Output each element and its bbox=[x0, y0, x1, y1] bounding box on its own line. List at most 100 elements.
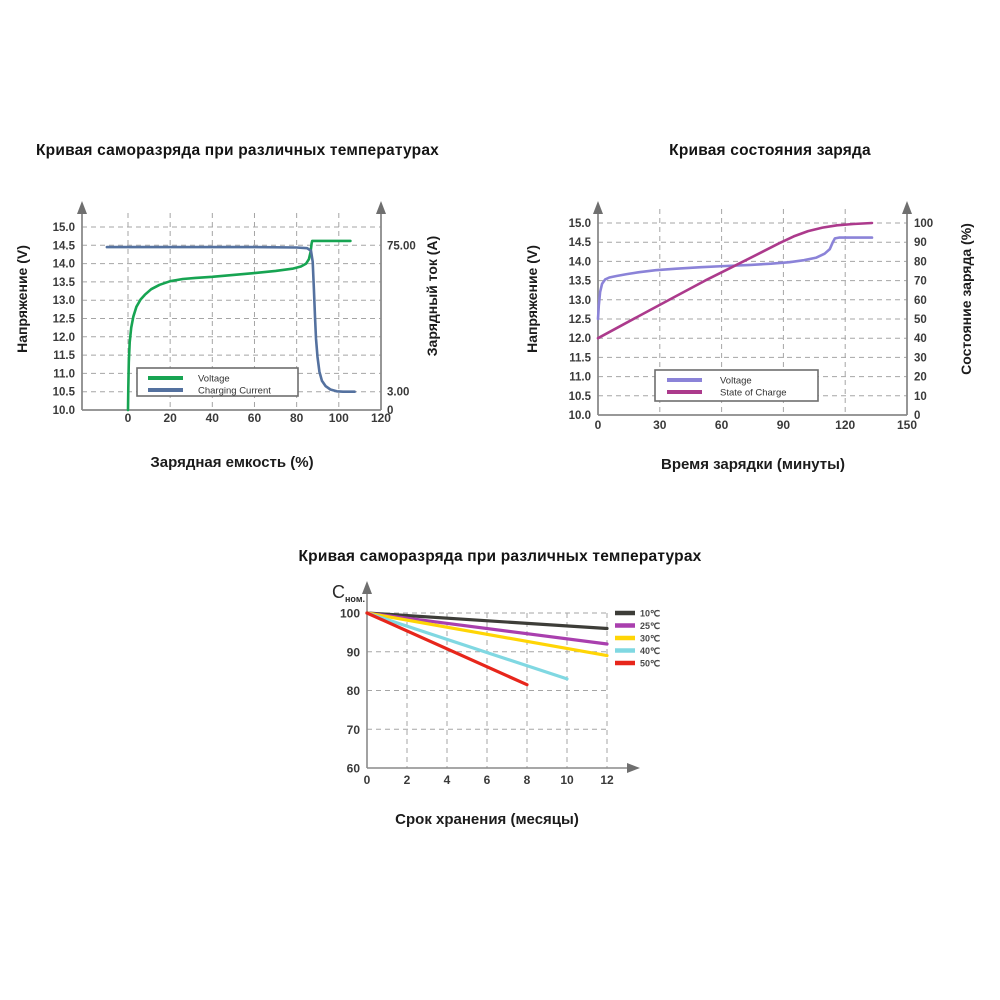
tick-label: 60 bbox=[715, 418, 729, 432]
chart-title: Кривая состояния заряда bbox=[669, 142, 871, 159]
tick-label: 70 bbox=[914, 276, 927, 288]
tick-label: 12 bbox=[600, 773, 614, 787]
y-axis-label-voltage: Напряжение (V) bbox=[14, 245, 30, 353]
tick-label: 10℃ bbox=[640, 609, 660, 619]
axis-arrow-right bbox=[627, 763, 640, 773]
tick-label: 80 bbox=[290, 411, 304, 425]
axis-arrow-up bbox=[902, 201, 912, 214]
tick-label: 90 bbox=[347, 645, 361, 659]
tick-label: 50℃ bbox=[640, 659, 660, 669]
tick-label: 30 bbox=[653, 418, 667, 432]
y-axis-label-cnom: Cном. bbox=[332, 582, 365, 604]
legend-box bbox=[654, 369, 819, 402]
series-voltage bbox=[596, 236, 874, 321]
y-axis-label-charging-current: Зарядный ток (A) bbox=[424, 235, 440, 357]
tick-label: 0 bbox=[387, 405, 393, 417]
tick-label: 50 bbox=[914, 314, 927, 326]
tick-label: 12.5 bbox=[53, 314, 76, 326]
tick-label: 100 bbox=[340, 607, 360, 621]
tick-label: 8 bbox=[524, 773, 531, 787]
series-25- bbox=[365, 611, 609, 646]
tick-label: 100 bbox=[914, 218, 933, 230]
tick-label: 13.5 bbox=[53, 277, 76, 289]
tick-label: 80 bbox=[347, 684, 361, 698]
tick-label: 13.5 bbox=[569, 276, 592, 288]
tick-label: 40℃ bbox=[640, 646, 660, 656]
x-axis-label-storage: Срок хранения (месяцы) bbox=[395, 811, 579, 828]
tick-label: 60 bbox=[914, 295, 927, 307]
tick-label: 150 bbox=[897, 418, 917, 432]
tick-label: 60 bbox=[347, 762, 361, 776]
series-40- bbox=[365, 611, 569, 681]
tick-label: 15.0 bbox=[569, 218, 591, 230]
series-charging-current bbox=[105, 245, 356, 393]
tick-label: 13.0 bbox=[53, 295, 75, 307]
tick-label: 120 bbox=[371, 411, 391, 425]
tick-label: 12.0 bbox=[569, 333, 591, 345]
self-discharge-chart: Кривая саморазряда при различных темпера… bbox=[250, 548, 750, 828]
tick-label: 90 bbox=[777, 418, 791, 432]
tick-label: 14.5 bbox=[53, 240, 76, 252]
series-50- bbox=[365, 611, 529, 687]
tick-label: 90 bbox=[914, 237, 927, 249]
tick-label: Voltage bbox=[198, 374, 230, 385]
tick-label: 11.5 bbox=[53, 350, 75, 362]
tick-label: 11.5 bbox=[569, 352, 591, 364]
axis-arrow-up bbox=[362, 581, 372, 594]
tick-label: 13.0 bbox=[569, 295, 591, 307]
tick-label: 11.0 bbox=[53, 368, 75, 380]
self-discharge-plot: 60 70 80 90 100 0 2 4 6 8 10 12 10℃ 25℃ 30℃ 40℃ 50℃ bbox=[340, 581, 660, 787]
axis-arrow-up bbox=[77, 201, 87, 214]
cnom-main: C bbox=[332, 582, 345, 602]
tick-label: 20 bbox=[914, 372, 927, 384]
state-of-charge-chart: Кривая состояния заряда Напряжение (V) С… bbox=[520, 142, 990, 473]
charging-curve-plot: 10.0 10.5 11.0 11.5 12.0 12.5 13.0 13.5 14.0 14.5… bbox=[53, 201, 416, 425]
tick-label: 20 bbox=[163, 411, 177, 425]
tick-label: 11.0 bbox=[569, 372, 591, 384]
tick-label: 10 bbox=[560, 773, 574, 787]
tick-label: 12.0 bbox=[53, 332, 75, 344]
x-axis-label-capacity: Зарядная емкость (%) bbox=[150, 454, 314, 471]
tick-label: 14.0 bbox=[569, 256, 591, 268]
tick-label: 60 bbox=[248, 411, 262, 425]
chart-title: Кривая саморазряда при различных темпера… bbox=[36, 142, 439, 159]
series-voltage bbox=[126, 239, 352, 412]
tick-label: 3.00 bbox=[387, 387, 409, 399]
tick-label: Voltage bbox=[720, 376, 752, 387]
tick-label: 70 bbox=[347, 723, 361, 737]
tick-label: 14.5 bbox=[569, 237, 592, 249]
tick-label: 40 bbox=[206, 411, 220, 425]
tick-label: 4 bbox=[444, 773, 451, 787]
tick-label: State of Charge bbox=[720, 388, 787, 399]
tick-label: 80 bbox=[914, 256, 927, 268]
tick-label: 10 bbox=[914, 391, 927, 403]
tick-label: 10.5 bbox=[569, 391, 592, 403]
x-axis-label-time: Время зарядки (минуты) bbox=[661, 456, 845, 473]
y-axis-label-voltage: Напряжение (V) bbox=[524, 245, 540, 353]
cnom-sub: ном. bbox=[345, 594, 365, 604]
state-of-charge-plot: 10.0 10.5 11.0 11.5 12.0 12.5 13.0 13.5 14.0 14.5… bbox=[569, 201, 933, 432]
tick-label: 25℃ bbox=[640, 621, 660, 631]
tick-label: 10.0 bbox=[53, 405, 75, 417]
tick-label: 0 bbox=[595, 418, 602, 432]
chart-title: Кривая саморазряда при различных темпера… bbox=[298, 548, 702, 565]
tick-label: 30 bbox=[914, 352, 927, 364]
tick-label: 0 bbox=[914, 410, 920, 422]
tick-label: 12.5 bbox=[569, 314, 592, 326]
tick-label: 120 bbox=[835, 418, 855, 432]
y-axis-label-soc: Состояние заряда (%) bbox=[958, 223, 974, 375]
tick-label: 100 bbox=[329, 411, 349, 425]
tick-label: 30℃ bbox=[640, 634, 660, 644]
charging-curve-chart: Кривая саморазряда при различных темпера… bbox=[8, 142, 473, 471]
series-30- bbox=[365, 611, 609, 658]
tick-label: 15.0 bbox=[53, 222, 75, 234]
tick-label: Charging Current bbox=[198, 386, 271, 397]
tick-label: 0 bbox=[125, 411, 132, 425]
axis-arrow-up bbox=[376, 201, 386, 214]
axis-arrow-up bbox=[593, 201, 603, 214]
tick-label: 2 bbox=[404, 773, 411, 787]
tick-label: 0 bbox=[364, 773, 371, 787]
tick-label: 40 bbox=[914, 333, 927, 345]
tick-label: 10.5 bbox=[53, 387, 76, 399]
series-state-of-charge bbox=[596, 221, 874, 340]
